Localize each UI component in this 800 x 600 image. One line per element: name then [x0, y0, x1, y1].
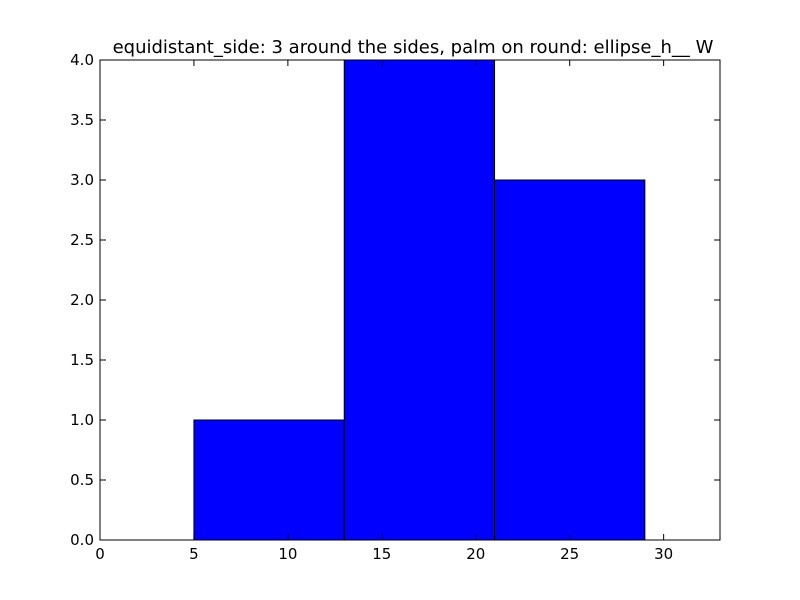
y-tick-label-0: 0.0: [70, 531, 94, 549]
y-tick-label-7: 3.5: [70, 111, 94, 129]
y-tick-label-3: 1.5: [70, 351, 94, 369]
x-tick-label-6: 30: [654, 545, 673, 563]
y-tick-label-6: 3.0: [70, 171, 94, 189]
x-tick-label-0: 0: [95, 545, 105, 563]
y-tick-label-1: 0.5: [70, 471, 94, 489]
x-tick-label-5: 25: [560, 545, 579, 563]
x-tick-label-3: 15: [372, 545, 391, 563]
x-tick-label-4: 20: [466, 545, 485, 563]
bar-1: [193, 419, 345, 541]
x-tick-label-2: 10: [278, 545, 297, 563]
chart-title: equidistant_side: 3 around the sides, pa…: [113, 37, 714, 58]
bar-2: [343, 59, 496, 541]
y-tick-label-4: 2.0: [70, 291, 94, 309]
y-tick-label-5: 2.5: [70, 231, 94, 249]
y-tick-label-2: 1.0: [70, 411, 94, 429]
bar-3: [494, 179, 646, 541]
x-tick-label-1: 5: [189, 545, 199, 563]
x-axis: 0 5 10 15 20 25 30: [95, 60, 673, 563]
bars-group: [99, 59, 646, 541]
y-axis: 0.0 0.5 1.0 1.5 2.0 2.5 3.0 3.5 4.0: [70, 51, 720, 549]
y-tick-label-8: 4.0: [70, 51, 94, 69]
